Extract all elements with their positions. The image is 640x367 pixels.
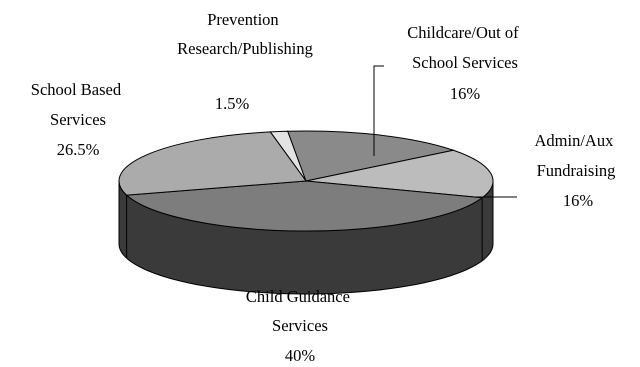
pie-slice-school-based-services [118,131,307,196]
pie-slice-childcare-out-of-school-services [287,130,456,182]
value-childcare-out-of-school: 16% [450,84,481,103]
label-child-guidance-services: Child Guidance Services [246,287,354,335]
label-school-based-services: School Based Services [31,80,125,129]
value-admin-aux-fundraising: 16% [563,191,594,210]
label-child-guidance-line2: Services [272,316,328,335]
label-admin-line1: Admin/Aux [535,131,615,150]
pie-slice-child-guidance-services [125,180,484,232]
value-child-guidance-services: 40% [285,346,316,365]
label-school-based-line2: Services [50,110,106,129]
pie-slice-admin-aux-fundraising [305,149,494,199]
leader-line-childcare [373,65,384,156]
label-admin-aux-fundraising: Admin/Aux Fundraising [535,131,618,180]
label-childcare-line1: Childcare/Out of [407,23,519,42]
value-school-based-services: 26.5% [57,140,100,159]
leader-lines [373,65,517,198]
pie-top-face [118,130,494,232]
label-admin-line2: Fundraising [537,161,616,180]
label-childcare-out-of-school: Childcare/Out of School Services [407,23,522,72]
label-school-based-line1: School Based [31,80,122,99]
label-prevention-line1: Prevention [207,10,279,29]
label-child-guidance-line1: Child Guidance [246,287,350,306]
label-prevention-line2: Research/Publishing [177,39,313,58]
label-prevention-research-publishing: Prevention Research/Publishing [177,10,313,58]
label-childcare-line2: School Services [412,53,518,72]
value-prevention-research-publishing: 1.5% [215,94,250,113]
